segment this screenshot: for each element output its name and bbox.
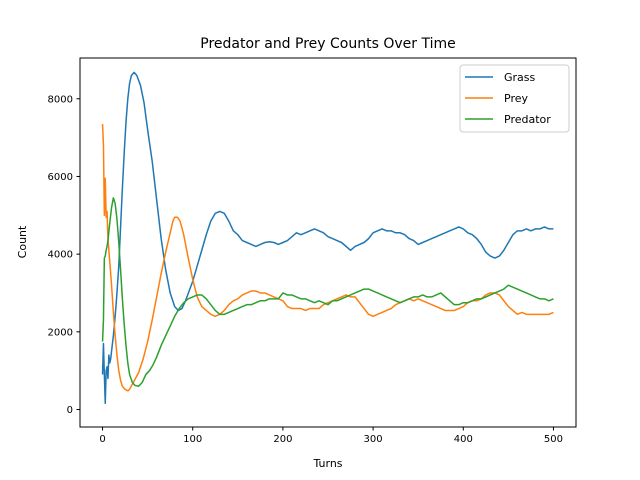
legend-label-predator: Predator xyxy=(504,113,551,126)
legend-label-prey: Prey xyxy=(504,92,528,105)
x-axis-label: Turns xyxy=(312,457,342,470)
x-tick-label: 200 xyxy=(273,434,292,445)
y-tick-label: 2000 xyxy=(48,327,73,338)
x-tick-label: 500 xyxy=(544,434,563,445)
chart-title: Predator and Prey Counts Over Time xyxy=(200,36,455,52)
legend-label-grass: Grass xyxy=(504,71,536,84)
x-axis: 0 100 200 300 400 500 xyxy=(99,427,563,445)
series-line-predator xyxy=(101,197,554,387)
y-tick-label: 8000 xyxy=(48,94,73,105)
y-axis-label: Count xyxy=(16,225,29,258)
series-line-grass xyxy=(101,71,554,405)
legend-box xyxy=(459,64,570,133)
y-tick-label: 6000 xyxy=(48,172,73,183)
series-layer xyxy=(101,71,554,405)
plot-frame xyxy=(79,57,577,428)
y-axis: 0 2000 4000 6000 8000 xyxy=(48,94,80,416)
x-tick-label: 0 xyxy=(99,434,105,445)
y-tick-label: 0 xyxy=(67,405,73,416)
legend: Grass Prey Predator xyxy=(459,64,570,133)
x-tick-label: 300 xyxy=(364,434,383,445)
y-tick-label: 4000 xyxy=(48,250,73,261)
x-tick-label: 100 xyxy=(183,434,202,445)
x-tick-label: 400 xyxy=(454,434,473,445)
